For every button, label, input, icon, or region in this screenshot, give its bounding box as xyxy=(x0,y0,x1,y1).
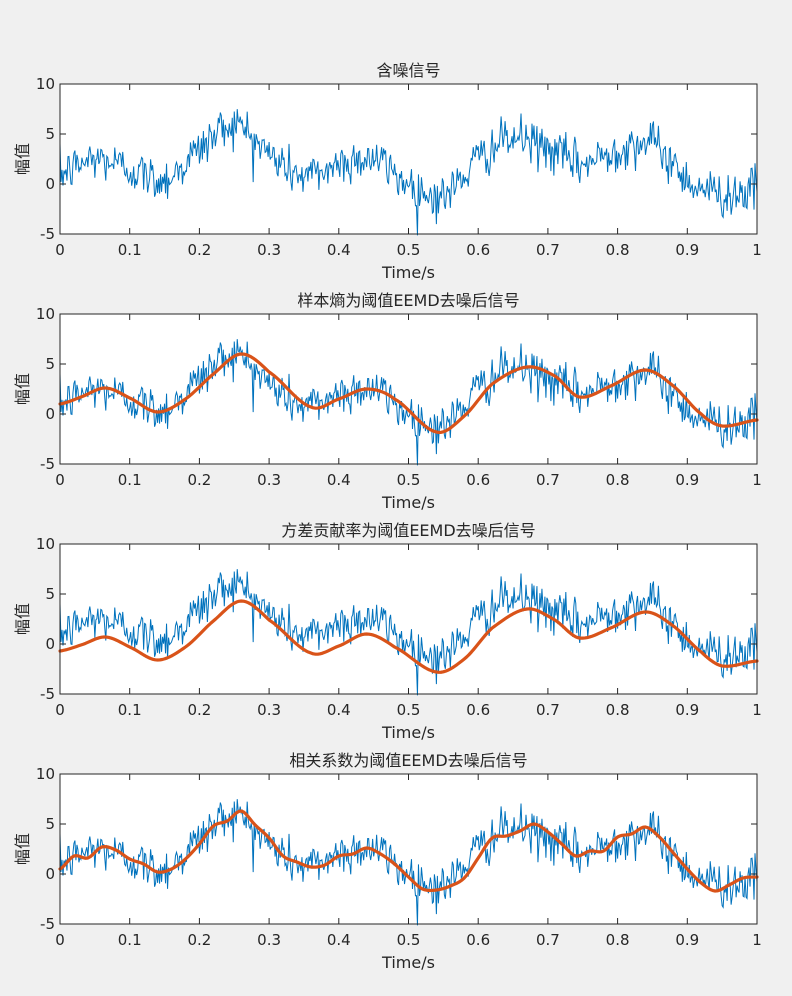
x-tick-label: 0 xyxy=(55,471,65,489)
chart-title: 相关系数为阈值EEMD去噪后信号 xyxy=(289,751,527,770)
y-tick-label: 0 xyxy=(45,405,55,423)
x-tick-label: 0.2 xyxy=(187,701,211,719)
x-tick-label: 0 xyxy=(55,241,65,259)
x-tick-label: 0.6 xyxy=(466,701,490,719)
x-tick-label: 0.6 xyxy=(466,931,490,949)
x-tick-label: 0.8 xyxy=(606,701,630,719)
x-axis-label: Time/s xyxy=(381,723,435,742)
y-tick-label: 5 xyxy=(45,355,55,373)
x-tick-label: 1 xyxy=(752,701,762,719)
noisy-signal-line xyxy=(59,339,758,466)
y-tick-label: 0 xyxy=(45,635,55,653)
x-tick-label: 0.9 xyxy=(675,471,699,489)
y-axis-label: 幅值 xyxy=(13,373,32,405)
noisy-signal-line xyxy=(59,569,758,696)
x-tick-label: 0.5 xyxy=(397,471,421,489)
x-tick-label: 0.1 xyxy=(118,931,142,949)
x-tick-label: 0.1 xyxy=(118,241,142,259)
x-axis-label: Time/s xyxy=(381,263,435,282)
x-tick-label: 0.3 xyxy=(257,701,281,719)
x-tick-label: 0.5 xyxy=(397,701,421,719)
chart-title: 含噪信号 xyxy=(376,61,440,80)
x-tick-label: 0.9 xyxy=(675,701,699,719)
x-tick-label: 0.3 xyxy=(257,241,281,259)
x-tick-label: 0.8 xyxy=(606,471,630,489)
x-tick-label: 0.2 xyxy=(187,471,211,489)
axes-3: 0 0.1 0.2 0.3 0.4 0.5 0.6 0.7 0.8 0.9 1-50510方差贡献率… xyxy=(13,521,762,742)
y-tick-label: 5 xyxy=(45,125,55,143)
y-tick-label: -5 xyxy=(40,225,55,243)
axes-2: 0 0.1 0.2 0.3 0.4 0.5 0.6 0.7 0.8 0.9 1-50510样本熵为阈… xyxy=(13,291,762,512)
y-tick-label: -5 xyxy=(40,915,55,933)
x-tick-label: 0.4 xyxy=(327,471,351,489)
x-tick-label: 0.2 xyxy=(187,931,211,949)
plot-area xyxy=(60,774,757,924)
y-tick-label: 10 xyxy=(36,305,55,323)
x-tick-label: 0.8 xyxy=(606,241,630,259)
x-tick-label: 0.9 xyxy=(675,931,699,949)
y-axis-label: 幅值 xyxy=(13,833,32,865)
x-tick-label: 0.2 xyxy=(187,241,211,259)
x-tick-label: 0.1 xyxy=(118,701,142,719)
x-axis-label: Time/s xyxy=(381,493,435,512)
y-tick-label: -5 xyxy=(40,685,55,703)
x-tick-label: 0.9 xyxy=(675,241,699,259)
noisy-signal-line xyxy=(59,109,758,236)
y-tick-label: 0 xyxy=(45,175,55,193)
y-axis-label: 幅值 xyxy=(13,603,32,635)
x-tick-label: 0.4 xyxy=(327,931,351,949)
y-tick-label: -5 xyxy=(40,455,55,473)
plot-area xyxy=(60,84,757,234)
chart-title: 样本熵为阈值EEMD去噪后信号 xyxy=(297,291,519,310)
x-tick-label: 0.6 xyxy=(466,241,490,259)
chart-title: 方差贡献率为阈值EEMD去噪后信号 xyxy=(281,521,535,540)
x-tick-label: 0.6 xyxy=(466,471,490,489)
y-tick-label: 10 xyxy=(36,765,55,783)
x-tick-label: 0.4 xyxy=(327,701,351,719)
x-tick-label: 0.7 xyxy=(536,701,560,719)
y-axis-label: 幅值 xyxy=(13,143,32,175)
x-tick-label: 0.3 xyxy=(257,471,281,489)
x-tick-label: 1 xyxy=(752,241,762,259)
plot-area xyxy=(60,314,757,464)
denoised-signal-line xyxy=(58,809,759,893)
y-tick-label: 0 xyxy=(45,865,55,883)
y-tick-label: 5 xyxy=(45,585,55,603)
denoised-signal-line xyxy=(58,352,759,435)
x-tick-label: 0 xyxy=(55,701,65,719)
axes-1: 0 0.1 0.2 0.3 0.4 0.5 0.6 0.7 0.8 0.9 1-50510含噪信号T… xyxy=(13,61,762,282)
y-tick-label: 10 xyxy=(36,535,55,553)
x-tick-label: 0.5 xyxy=(397,241,421,259)
x-tick-label: 0.5 xyxy=(397,931,421,949)
axes-4: 0 0.1 0.2 0.3 0.4 0.5 0.6 0.7 0.8 0.9 1-50510相关系数为… xyxy=(13,751,762,972)
x-tick-label: 0.7 xyxy=(536,241,560,259)
x-tick-label: 1 xyxy=(752,471,762,489)
x-axis-label: Time/s xyxy=(381,953,435,972)
x-tick-label: 0.1 xyxy=(118,471,142,489)
x-tick-label: 0.7 xyxy=(536,471,560,489)
y-tick-label: 5 xyxy=(45,815,55,833)
x-tick-label: 0.7 xyxy=(536,931,560,949)
x-tick-label: 0 xyxy=(55,931,65,949)
y-tick-label: 10 xyxy=(36,75,55,93)
x-tick-label: 0.4 xyxy=(327,241,351,259)
denoised-signal-line xyxy=(58,599,759,674)
x-tick-label: 0.8 xyxy=(606,931,630,949)
x-tick-label: 0.3 xyxy=(257,931,281,949)
plot-area xyxy=(60,544,757,694)
x-tick-label: 1 xyxy=(752,931,762,949)
